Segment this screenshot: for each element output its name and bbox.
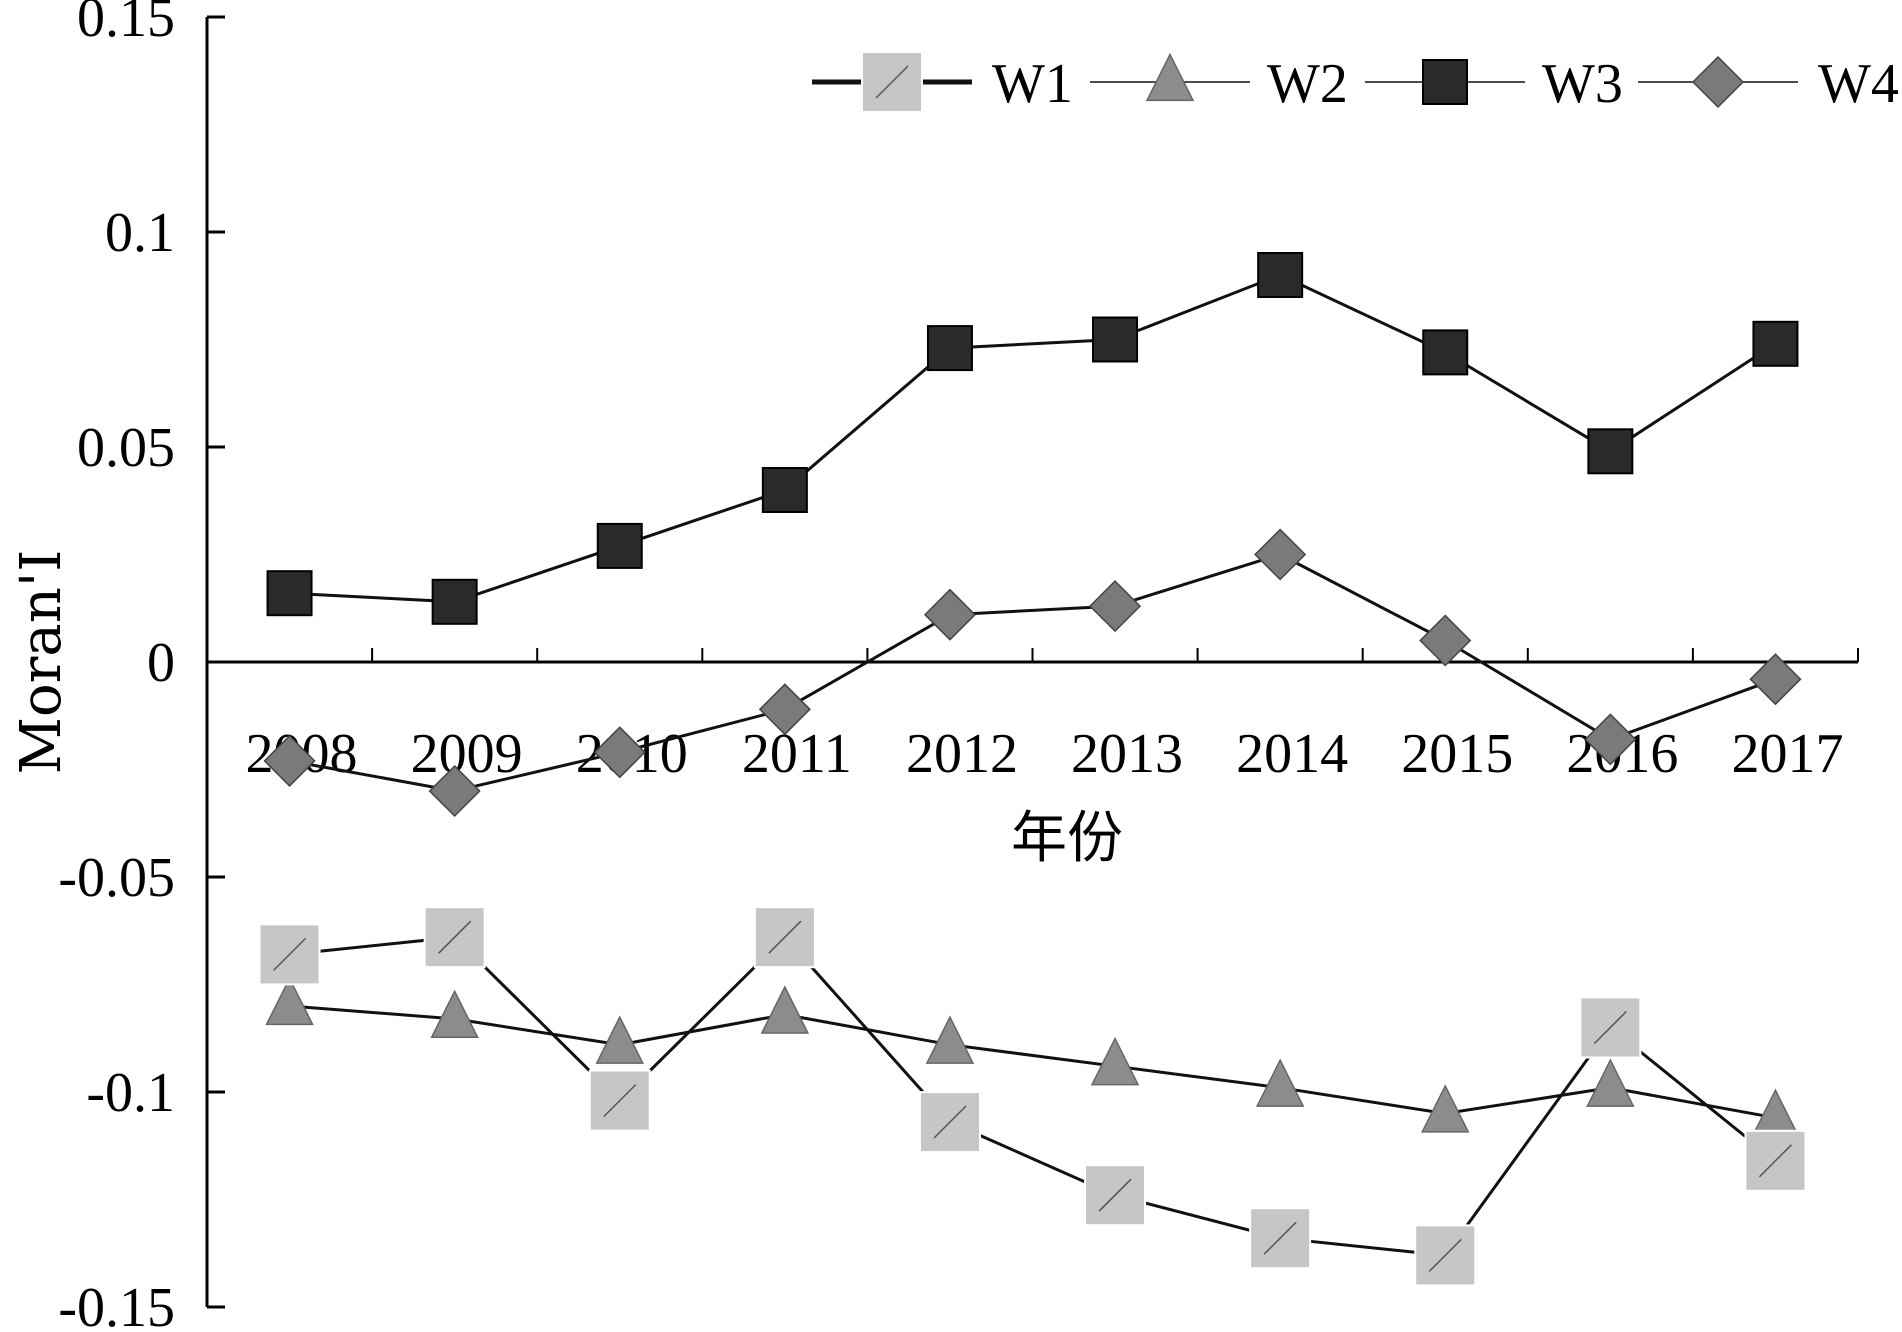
point-W3	[1257, 252, 1304, 298]
series-line-W4	[289, 552, 1776, 793]
legend-label: W4	[1818, 53, 1899, 115]
point-W3	[1587, 428, 1634, 475]
point-W2	[1090, 1036, 1140, 1086]
point-W1	[1744, 1129, 1807, 1192]
axes	[205, 15, 1859, 1309]
point-W3	[761, 467, 808, 513]
point-W2	[1751, 1088, 1800, 1137]
point-W2	[1255, 1058, 1305, 1107]
point-W3	[1092, 316, 1139, 363]
point-hatch	[273, 937, 307, 971]
legend-item-W4: W4	[1638, 53, 1899, 115]
series-lines	[258, 252, 1807, 1287]
point-hatch	[1428, 1238, 1462, 1272]
point-W2	[1421, 1084, 1470, 1133]
point-W4	[923, 588, 977, 641]
series-line-W3	[289, 273, 1777, 604]
point-W4	[263, 734, 316, 787]
y-tick-labels: 0.15 0.1 0.05 0 -0.05 -0.1 -0.15	[58, 0, 175, 1332]
point-W4	[758, 683, 811, 736]
legend-label: W3	[1542, 53, 1623, 115]
point-W3	[431, 578, 478, 625]
point-W2	[760, 985, 810, 1034]
point-W4	[593, 726, 646, 779]
x-tick-labels: 2008200920102011201220132014201520162017	[246, 723, 1844, 785]
point-hatch	[1593, 1010, 1627, 1045]
y-tick-label: -0.1	[86, 1062, 175, 1124]
legend: W1 W2 W3 W4	[812, 51, 1899, 115]
y-tick-label: -0.05	[58, 847, 175, 909]
series-W3	[266, 252, 1799, 625]
point-W4	[1749, 653, 1802, 706]
point-hatch	[933, 1105, 967, 1139]
series-W4	[263, 528, 1802, 818]
x-tick-label: 2015	[1401, 723, 1513, 785]
point-W3	[926, 325, 973, 372]
series-W2	[265, 976, 1800, 1137]
y-tick-label: -0.15	[58, 1277, 175, 1332]
point-W2	[430, 989, 479, 1039]
point-W4	[1584, 713, 1637, 766]
x-tick-label: 2009	[411, 723, 523, 785]
legend-item-W1: W1	[812, 51, 1073, 115]
point-legend-W4	[1691, 55, 1745, 109]
point-legend-W3	[1422, 59, 1468, 105]
point-W4	[1419, 614, 1472, 667]
series-line-W2	[289, 1004, 1776, 1120]
y-tick-label: 0.1	[105, 202, 175, 264]
point-W4	[428, 764, 481, 818]
x-tick-label: 2017	[1731, 723, 1843, 785]
point-W4	[1254, 528, 1307, 581]
point-W1	[1414, 1224, 1477, 1287]
legend-label: W2	[1267, 53, 1348, 115]
point-W3	[1752, 320, 1799, 367]
legend-item-W2: W2	[1090, 52, 1348, 115]
x-axis-title: 年份	[1011, 806, 1123, 871]
series-line-W1	[289, 935, 1777, 1257]
point-W1	[753, 906, 816, 969]
x-tick-label: 2013	[1071, 723, 1183, 785]
point-legend-W2	[1145, 52, 1195, 102]
point-hatch	[875, 65, 909, 99]
point-W3	[596, 522, 643, 569]
y-axis-title: Moran'I	[9, 550, 74, 775]
point-hatch	[1758, 1144, 1792, 1178]
point-hatch	[1263, 1221, 1297, 1255]
point-W3	[1422, 329, 1469, 376]
series-W1	[258, 906, 1807, 1287]
y-tick-label: 0.15	[77, 0, 175, 49]
y-tick-label: 0.05	[77, 417, 175, 479]
point-W1	[918, 1091, 981, 1154]
point-W3	[266, 570, 313, 617]
y-tick-label: 0	[147, 632, 175, 694]
legend-label: W1	[992, 53, 1073, 115]
point-W2	[265, 976, 314, 1026]
point-hatch	[603, 1084, 637, 1118]
point-W2	[925, 1015, 975, 1064]
legend-item-W3: W3	[1365, 53, 1623, 115]
point-W2	[1586, 1058, 1635, 1107]
point-W4	[1088, 580, 1142, 633]
point-W2	[595, 1015, 644, 1064]
x-tick-label: 2011	[742, 723, 852, 785]
point-hatch	[768, 920, 802, 954]
point-hatch	[1098, 1178, 1132, 1212]
x-tick-label: 2012	[906, 723, 1018, 785]
x-tick-label: 2014	[1236, 723, 1348, 785]
point-hatch	[438, 920, 472, 954]
